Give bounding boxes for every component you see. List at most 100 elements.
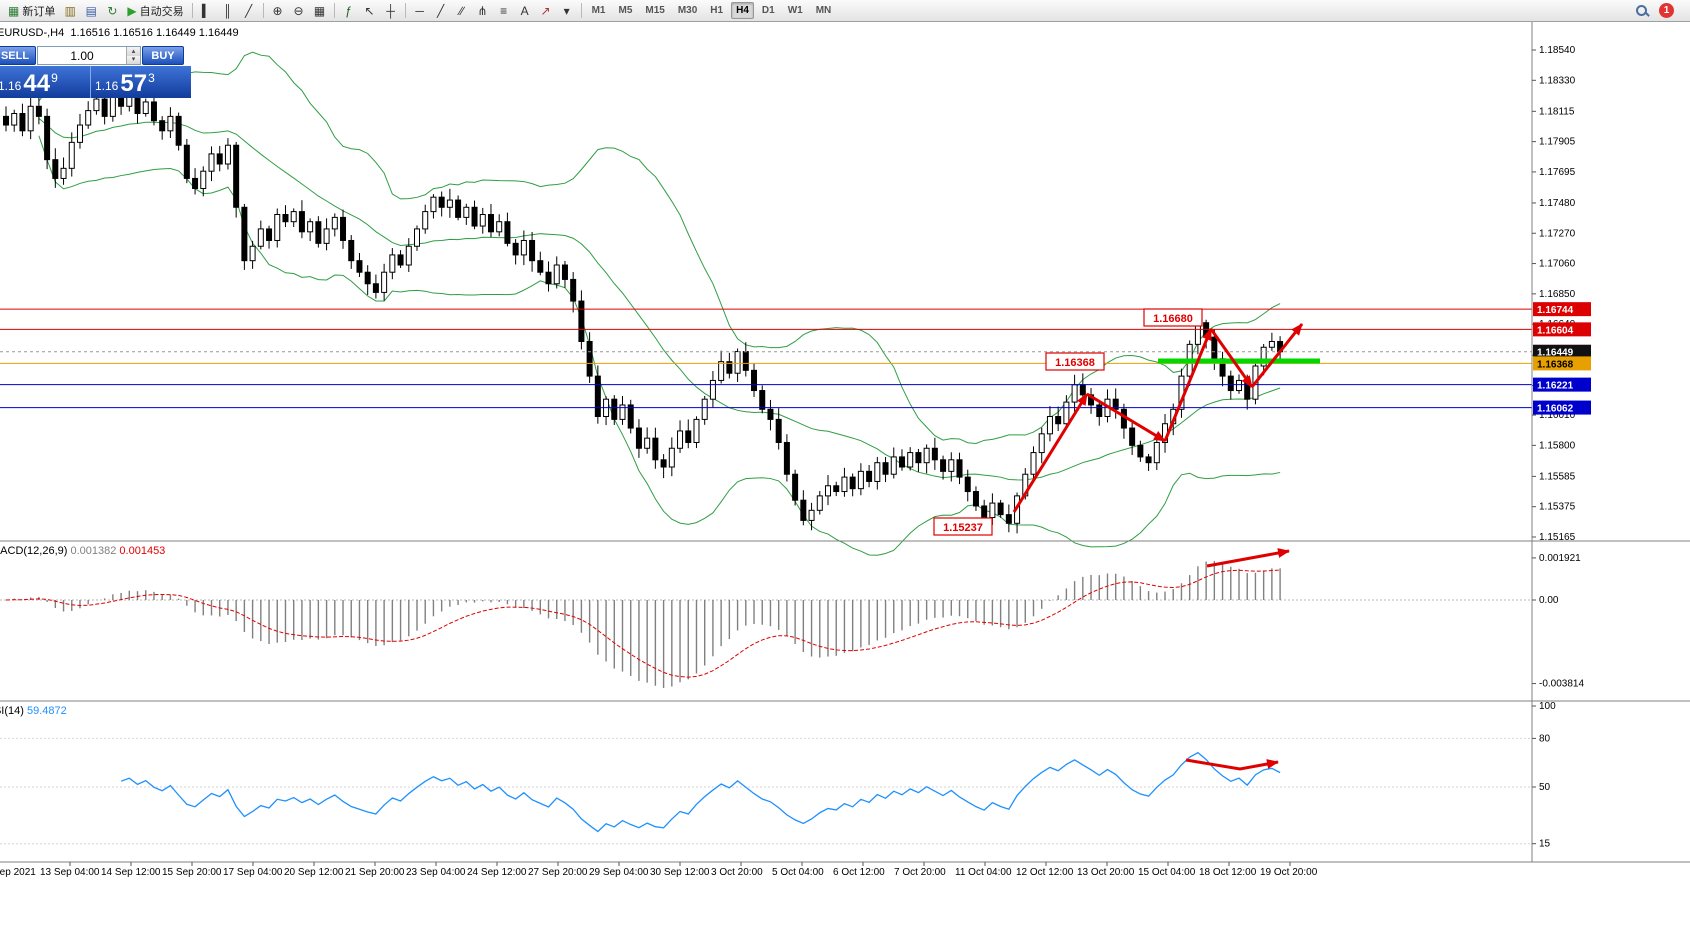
objects-dropdown-button[interactable]: ▾: [557, 2, 577, 20]
play-icon: ▶: [127, 3, 137, 18]
sell-price-big: 44: [23, 70, 51, 97]
toolbar-separator: [580, 3, 582, 18]
cursor-button[interactable]: ↖: [360, 2, 380, 20]
price-callouts[interactable]: 1.16680 1.16368 1.15237: [933, 308, 1203, 536]
price-scale-label: 1.18540: [1539, 45, 1576, 56]
text-button[interactable]: A: [515, 2, 535, 20]
andrews-pitchfork-button[interactable]: ⋔: [473, 2, 493, 20]
price-scale-label: 1.17905: [1539, 137, 1576, 148]
timeframe-m30-button[interactable]: M30: [677, 5, 698, 16]
one-click-trading-panel: SELL ▴ ▾ BUY 1.16 44 9 1.16: [0, 46, 192, 98]
timeframe-d1-button[interactable]: D1: [761, 5, 775, 16]
price-tag: [1533, 356, 1591, 371]
horizontal-level-lines[interactable]: [0, 308, 1532, 409]
bar-chart-button[interactable]: ▍: [197, 2, 217, 20]
indicator-arrows[interactable]: [1185, 548, 1290, 771]
notification-badge[interactable]: 1: [1659, 3, 1674, 18]
data-window-button[interactable]: ▥: [60, 2, 80, 20]
trendline-icon: ╱: [436, 3, 445, 18]
time-axis-label: 27 Sep 20:00: [528, 867, 588, 878]
zoom-out-button[interactable]: ⊖: [289, 2, 309, 20]
bollinger-bands: [38, 51, 1281, 556]
buy-button[interactable]: BUY: [142, 46, 184, 65]
chart-title: EURUSD-,H4 1.16516 1.16516 1.16449 1.164…: [0, 27, 239, 39]
time-axis-label: 20 Sep 12:00: [284, 867, 344, 878]
zoom-in-button[interactable]: ⊕: [268, 2, 288, 20]
navigator-button[interactable]: ▤: [81, 2, 101, 20]
zoom-in-icon: ⊕: [272, 3, 283, 18]
text-icon: A: [520, 3, 529, 18]
buy-price-display[interactable]: 1.16 57 3: [91, 66, 191, 98]
auto-trading-button-label: 自动交易: [139, 5, 184, 18]
timeframe-h1-button[interactable]: H1: [710, 5, 724, 16]
sell-button[interactable]: SELL: [0, 46, 36, 65]
price-scale-label: 1.15375: [1539, 502, 1576, 513]
rsi-scale-label: 15: [1539, 839, 1551, 850]
volume-down-button[interactable]: ▾: [126, 55, 140, 64]
crosshair-icon: ┼: [386, 3, 395, 18]
price-tag: [1533, 377, 1591, 392]
navigator-icon: ▤: [85, 3, 98, 18]
time-axis-label: 19 Oct 20:00: [1260, 867, 1318, 878]
time-axis-label: 15 Oct 04:00: [1138, 867, 1196, 878]
trend-arrows[interactable]: [1012, 323, 1304, 513]
cursor-icon: ↖: [364, 3, 375, 18]
trade-prices-row: 1.16 44 9 1.16 57 3: [0, 66, 192, 98]
order-ticket-icon: ▦: [8, 3, 20, 18]
chevron-down-icon: ▾: [563, 3, 570, 18]
time-axis-label: 17 Sep 04:00: [223, 867, 283, 878]
timeframe-h4-button[interactable]: H4: [731, 2, 754, 19]
candlestick-chart-button[interactable]: ║: [218, 2, 238, 20]
rsi-scale-label: 100: [1539, 701, 1556, 712]
timeframe-m1-button[interactable]: M1: [591, 5, 606, 16]
timeframe-w1-button[interactable]: W1: [787, 5, 803, 16]
crosshair-button[interactable]: ┼: [381, 2, 401, 20]
new-order-button[interactable]: ▦ 新订单: [4, 2, 59, 20]
equidistant-channel-button[interactable]: ∕∕: [452, 2, 472, 20]
volume-up-button[interactable]: ▴: [126, 47, 140, 56]
sell-price-display[interactable]: 1.16 44 9: [0, 66, 91, 98]
auto-trading-button[interactable]: ▶ 自动交易: [123, 2, 187, 20]
rsi-scale-label: 50: [1539, 782, 1551, 793]
time-axis-label: 12 Oct 12:00: [1016, 867, 1074, 878]
refresh-button[interactable]: ↻: [102, 2, 122, 20]
toolbar-separator: [404, 3, 406, 18]
line-chart-icon: ╱: [244, 3, 253, 18]
rsi-panel: RSI(14) 59.4872 100 80 50 15: [0, 701, 1556, 850]
trendline-button[interactable]: ╱: [431, 2, 451, 20]
indicators-button[interactable]: ƒ: [339, 2, 359, 20]
time-axis-label: Sep 2021: [0, 867, 36, 878]
candles: [3, 80, 1284, 534]
tile-windows-button[interactable]: ▦: [310, 2, 330, 20]
time-axis-label: 6 Oct 12:00: [833, 867, 885, 878]
search-icon[interactable]: [1634, 3, 1650, 19]
toolbar-separator: [333, 3, 335, 18]
price-tag-label: 1.16062: [1537, 404, 1574, 415]
volume-field: ▴ ▾: [37, 46, 141, 65]
price-scale-label: 1.17060: [1539, 259, 1576, 270]
price-scale-label: 1.18115: [1539, 106, 1575, 117]
buy-price-small: 1.16: [95, 79, 119, 93]
line-chart-button[interactable]: ╱: [239, 2, 259, 20]
price-scale-label: 1.15585: [1539, 471, 1576, 482]
price-tag-label: 1.16221: [1537, 381, 1574, 392]
horizontal-line-button[interactable]: ─: [410, 2, 430, 20]
volume-input[interactable]: [38, 47, 126, 64]
time-axis-label: 13 Sep 04:00: [40, 867, 100, 878]
timeframe-mn-button[interactable]: MN: [815, 5, 832, 16]
toolbar-separator: [262, 3, 264, 18]
price-scale-label: 1.16010: [1539, 410, 1576, 421]
timeframe-m5-button[interactable]: M5: [618, 5, 633, 16]
time-axis-label: 29 Sep 04:00: [589, 867, 649, 878]
indicators-icon: ƒ: [345, 3, 352, 18]
price-scale-label: 1.16850: [1539, 289, 1576, 300]
price-tag-label: 1.16449: [1537, 348, 1574, 359]
price-axis[interactable]: 1.18540 1.18330 1.18115 1.17905 1.17695 1.174…: [0, 22, 1690, 863]
fibonacci-button[interactable]: ≡: [494, 2, 514, 20]
chart-canvas[interactable]: 1.18540 1.18330 1.18115 1.17905 1.17695 1.174…: [0, 22, 1690, 942]
timeframe-m15-button[interactable]: M15: [645, 5, 665, 16]
price-tag: [1533, 302, 1591, 317]
arrows-button[interactable]: ↗: [536, 2, 556, 20]
data-window-icon: ▥: [64, 3, 77, 18]
